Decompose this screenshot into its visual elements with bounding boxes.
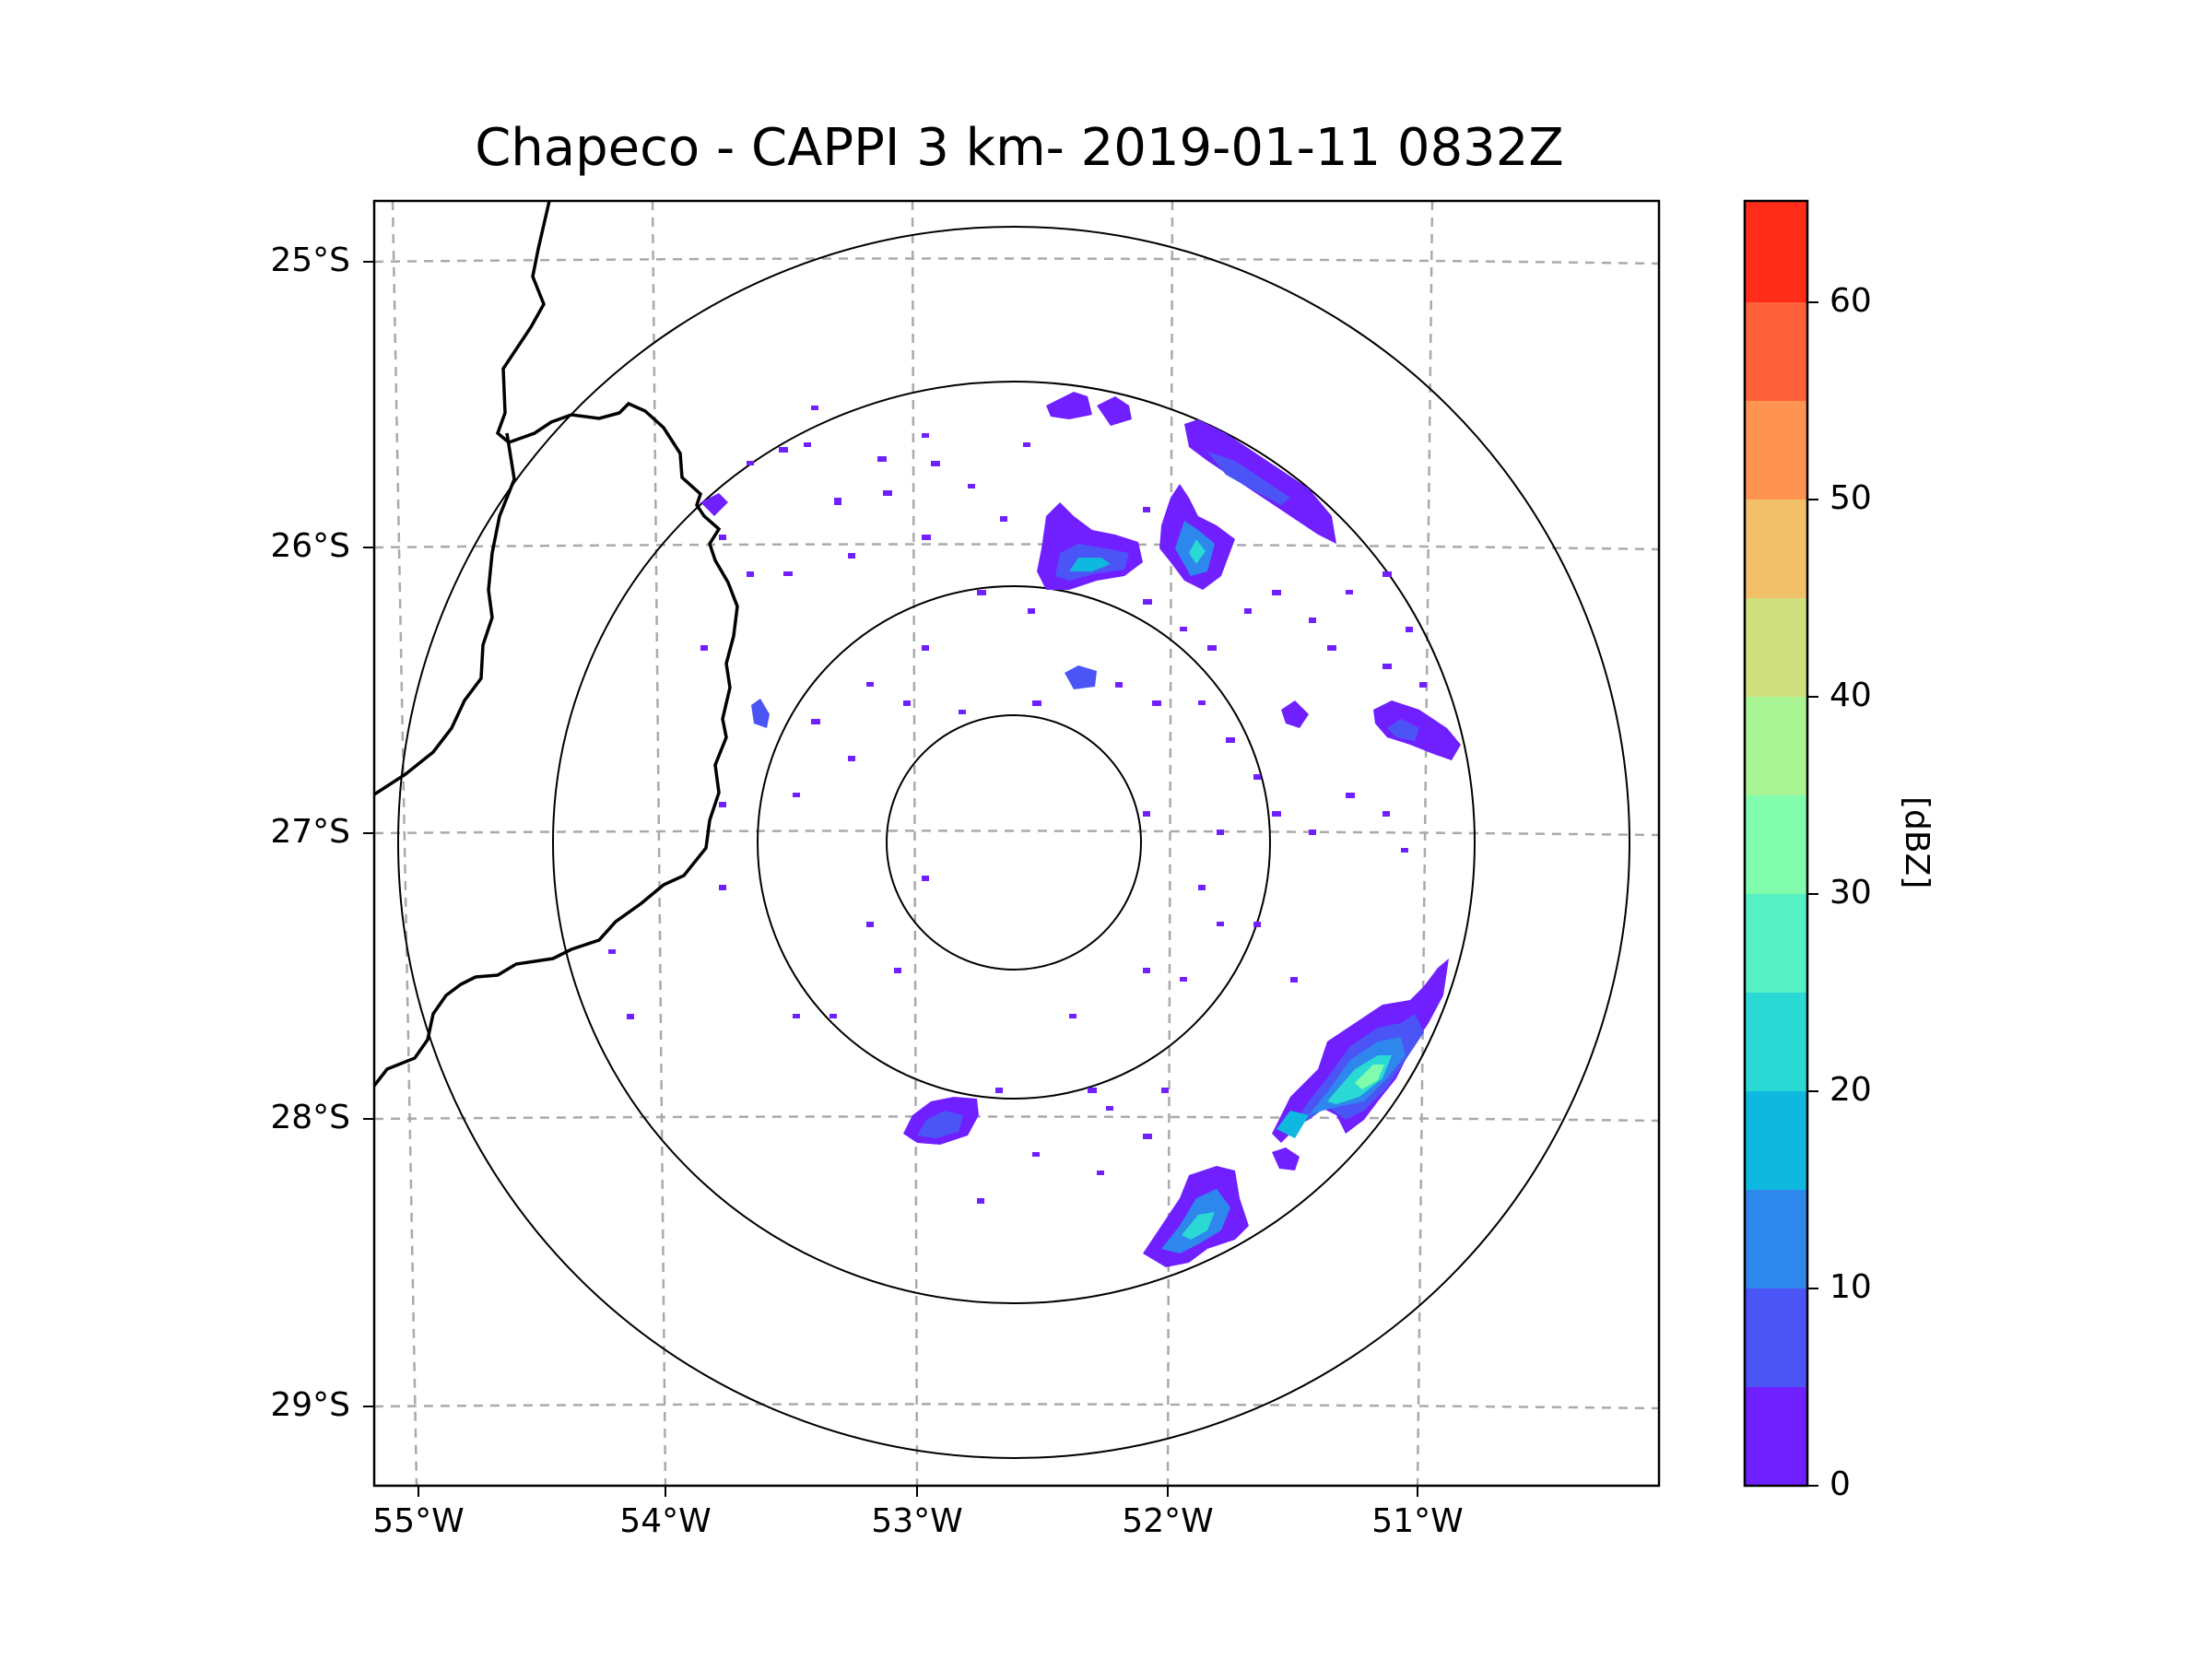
range-ring-1 bbox=[886, 714, 1142, 971]
lat-line-29s bbox=[374, 1403, 1659, 1410]
border-argentina-brazil bbox=[374, 201, 739, 1088]
colorbar-bin-35 bbox=[1745, 697, 1807, 795]
echo-e2 bbox=[1281, 700, 1309, 728]
echo-nne-20 bbox=[1189, 539, 1206, 564]
lat-label-26s: 26°S bbox=[270, 527, 350, 565]
colorbar-tick-30: 30 bbox=[1830, 874, 1872, 912]
colorbar-tick-10: 10 bbox=[1830, 1268, 1872, 1306]
lat-label-29s: 29°S bbox=[270, 1386, 350, 1424]
colorbar-tick-50: 50 bbox=[1830, 479, 1872, 517]
lon-label-55w: 55°W bbox=[372, 1502, 465, 1540]
echo-se-small bbox=[1277, 1111, 1309, 1138]
echo-n2 bbox=[1046, 392, 1092, 419]
map-area bbox=[374, 201, 1659, 1486]
echo-sw-10 bbox=[917, 1111, 963, 1138]
colorbar-bin-15 bbox=[1745, 1091, 1807, 1190]
range-ring-3 bbox=[552, 381, 1476, 1304]
echo-n-15 bbox=[1069, 558, 1111, 571]
lon-line-54w bbox=[651, 201, 667, 1486]
graticule bbox=[374, 201, 1659, 1486]
echo-s2 bbox=[1272, 1147, 1300, 1171]
map-ticks bbox=[363, 261, 1418, 1497]
map-background bbox=[374, 201, 1659, 1486]
range-ring-4 bbox=[397, 226, 1630, 1459]
lon-line-53w bbox=[911, 201, 919, 1486]
colorbar-bin-40 bbox=[1745, 598, 1807, 697]
colorbar-frame bbox=[1743, 199, 1809, 1488]
lat-line-27s bbox=[374, 830, 1659, 837]
colorbar-bin-5 bbox=[1745, 1288, 1807, 1387]
echo-e-10 bbox=[1387, 719, 1419, 741]
colorbar-bin-10 bbox=[1745, 1190, 1807, 1288]
colorbar-bin-55 bbox=[1745, 302, 1807, 401]
lon-line-51w bbox=[1416, 201, 1434, 1486]
colorbar-bin-20 bbox=[1745, 993, 1807, 1091]
echo-w1 bbox=[751, 699, 770, 728]
range-ring-2 bbox=[757, 585, 1271, 1100]
lon-label-53w: 53°W bbox=[871, 1502, 963, 1540]
lon-label-54w: 54°W bbox=[619, 1502, 712, 1540]
echo-se-30 bbox=[1355, 1065, 1384, 1089]
colorbar-tick-20: 20 bbox=[1830, 1071, 1872, 1109]
colorbar-label: [dBZ] bbox=[1898, 796, 1936, 889]
colorbar bbox=[1743, 199, 1818, 1488]
lat-line-28s bbox=[374, 1115, 1659, 1123]
lat-label-25s: 25°S bbox=[270, 241, 350, 279]
echo-ne-band-10 bbox=[1207, 452, 1290, 505]
lat-label-27s: 27°S bbox=[270, 813, 350, 851]
lat-label-28s: 28°S bbox=[270, 1099, 350, 1136]
political-borders bbox=[374, 201, 739, 1088]
echo-n3 bbox=[1097, 396, 1132, 426]
echo-nw1 bbox=[700, 493, 728, 516]
colorbar-bin-0 bbox=[1745, 1387, 1807, 1486]
colorbar-bin-30 bbox=[1745, 795, 1807, 894]
colorbar-bin-50 bbox=[1745, 401, 1807, 500]
colorbar-ticks bbox=[1807, 301, 1818, 1487]
colorbar-bin-25 bbox=[1745, 894, 1807, 993]
lon-line-55w bbox=[391, 201, 418, 1486]
map-frame bbox=[372, 199, 1661, 1488]
colorbar-bin-60 bbox=[1745, 201, 1807, 302]
colorbar-tick-60: 60 bbox=[1830, 282, 1872, 320]
lon-label-51w: 51°W bbox=[1371, 1502, 1464, 1540]
colorbar-tick-0: 0 bbox=[1830, 1465, 1851, 1503]
radar-echoes bbox=[608, 392, 1461, 1267]
lon-line-52w bbox=[1166, 201, 1174, 1486]
colorbar-bin-45 bbox=[1745, 500, 1807, 598]
echo-speckles bbox=[608, 406, 1427, 1204]
colorbar-tick-40: 40 bbox=[1830, 677, 1872, 714]
lon-label-52w: 52°W bbox=[1122, 1502, 1214, 1540]
echo-c1 bbox=[1065, 665, 1097, 689]
lat-line-25s bbox=[374, 257, 1659, 265]
echo-s-20 bbox=[1182, 1212, 1215, 1240]
range-rings bbox=[397, 226, 1630, 1459]
lat-line-26s bbox=[374, 543, 1659, 551]
figure-title: Chapeco - CAPPI 3 km- 2019-01-11 0832Z bbox=[475, 118, 1564, 178]
border-paraguay bbox=[374, 432, 516, 796]
